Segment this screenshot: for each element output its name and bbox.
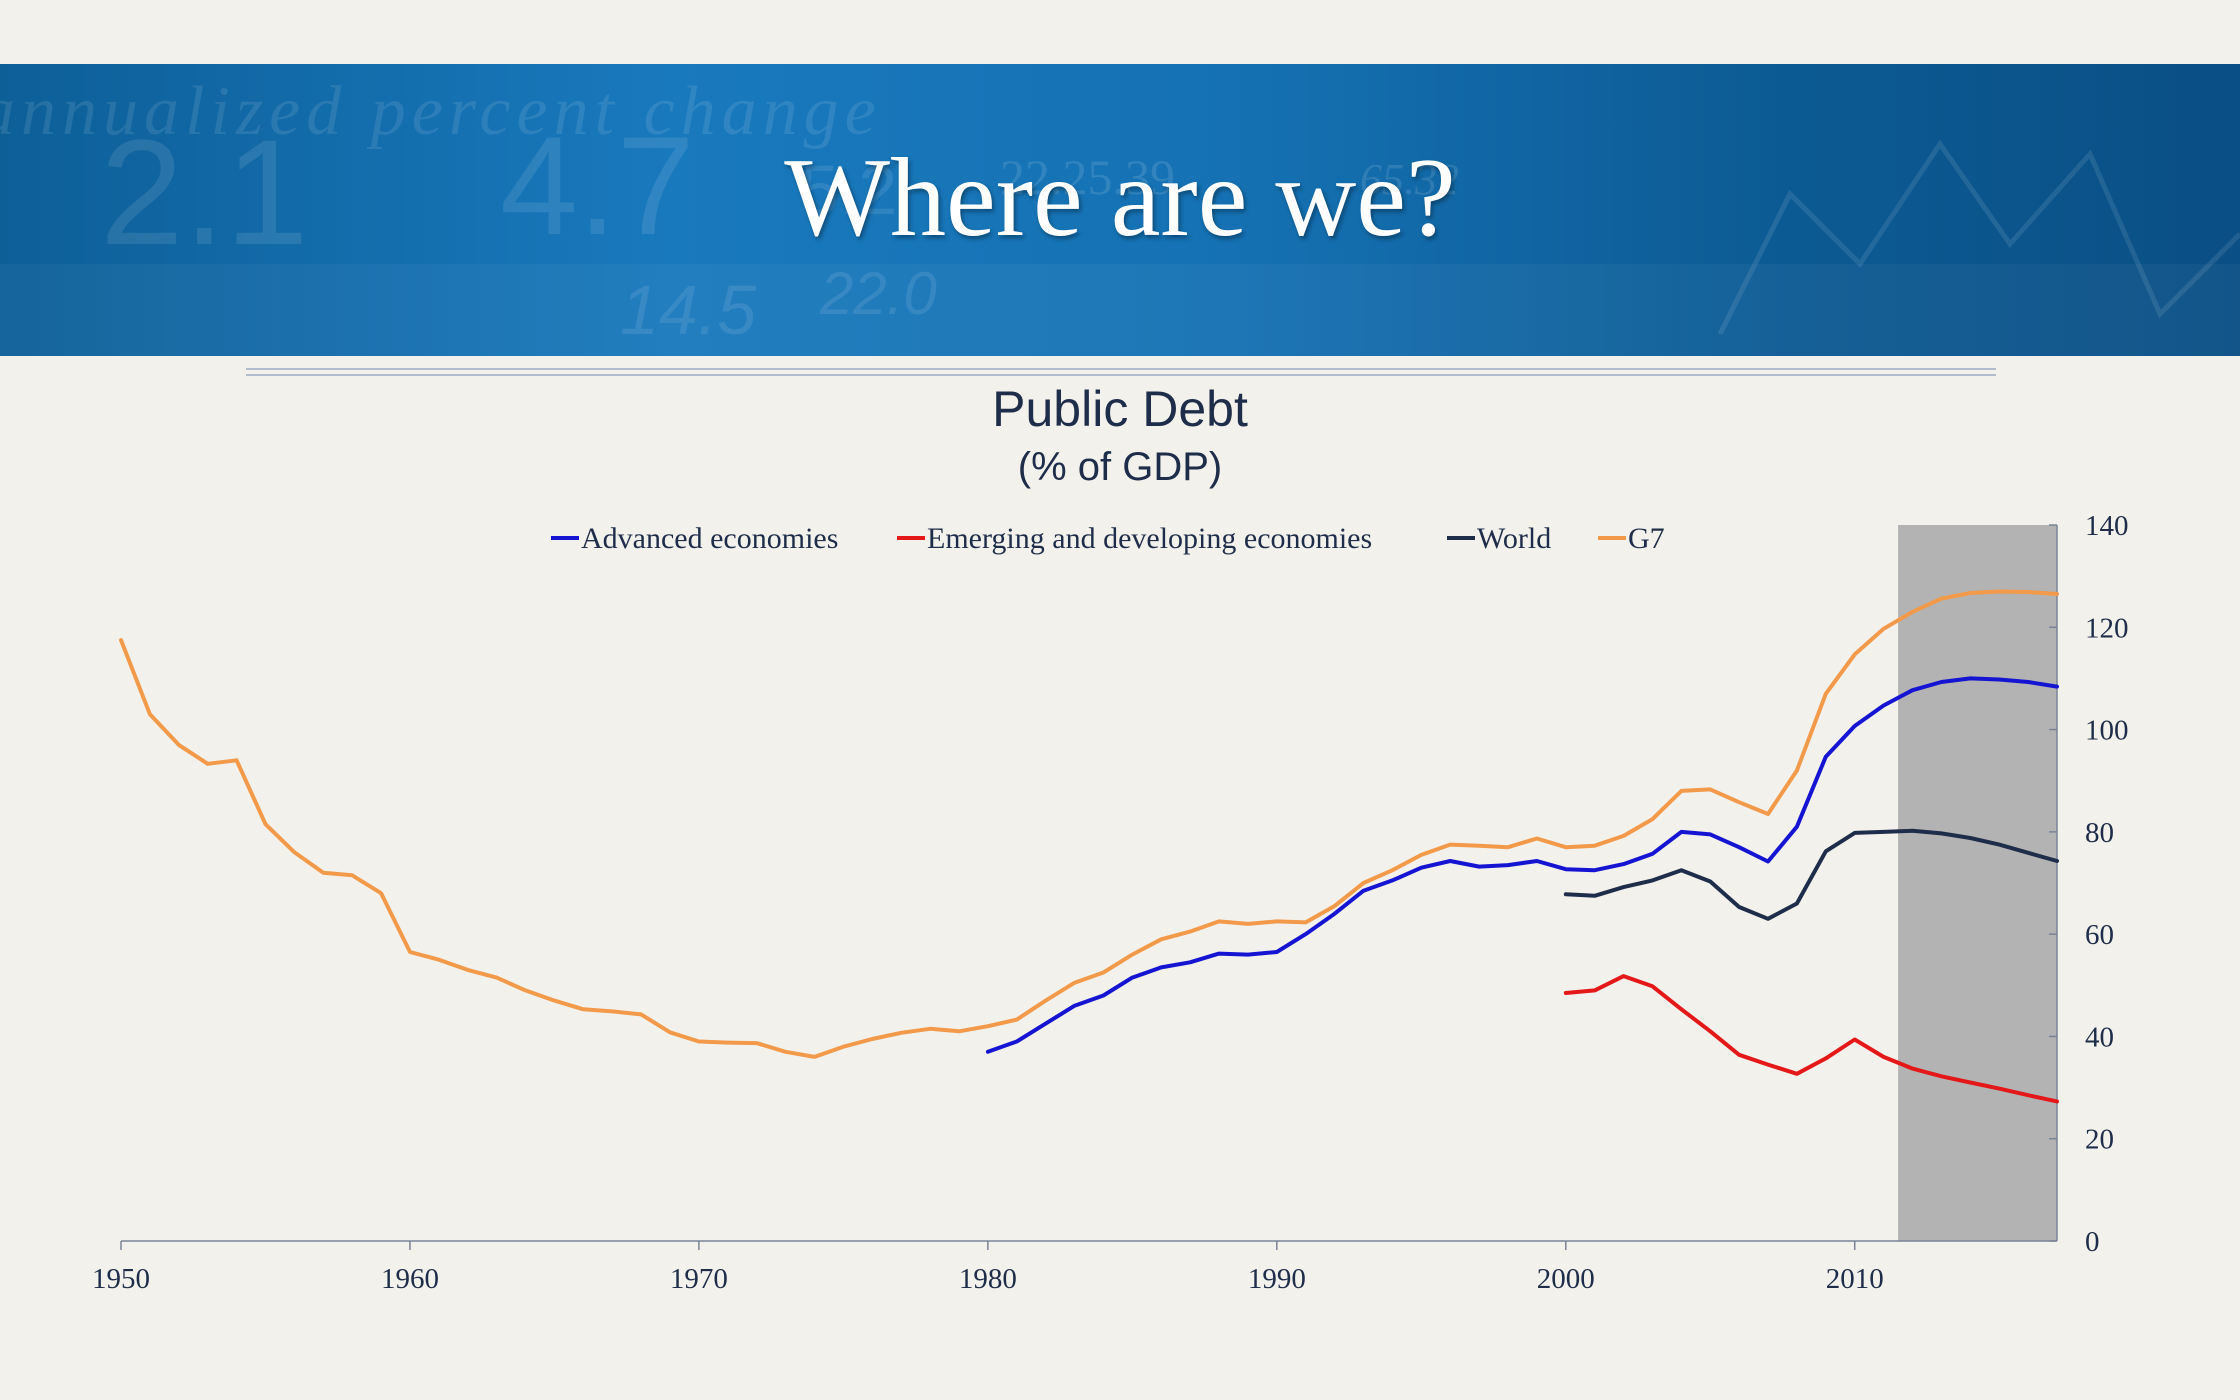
y-tick-label: 120 <box>2085 612 2129 644</box>
banner-bg-words: annualized percent change <box>0 73 882 150</box>
banner-bg-number: 2.1 <box>100 108 309 276</box>
chart-subtitle: (% of GDP) <box>1018 445 1222 489</box>
y-tick-label: 40 <box>2085 1021 2114 1053</box>
banner-bg-number: 65.32 <box>1360 155 1459 204</box>
x-tick-label: 2000 <box>1537 1263 1595 1295</box>
banner-bg-number: 22.0 <box>819 260 937 327</box>
banner-bg-highlight <box>0 264 2240 356</box>
x-tick-label: 1950 <box>92 1263 150 1295</box>
y-tick-label: 0 <box>2085 1226 2100 1258</box>
banner-bg-number: 4.7 <box>500 107 695 264</box>
y-tick-label: 140 <box>2085 510 2129 542</box>
series-line <box>1563 974 2059 1104</box>
shaded-region-rect <box>1898 525 2057 1241</box>
legend-label: Emerging and developing economies <box>927 522 1372 555</box>
series-line <box>985 676 2059 1054</box>
legend-label: World <box>1477 522 1551 555</box>
series-line <box>119 589 2059 1059</box>
chart-series <box>119 589 2059 1104</box>
banner-bg-number: 5.2 <box>800 151 897 229</box>
x-tick-label: 1960 <box>381 1263 439 1295</box>
y-tick-label: 100 <box>2085 715 2129 747</box>
slide-title: Where are we? <box>784 136 1456 260</box>
banner-bg-trend-line <box>1717 139 2240 336</box>
banner-bg-number: 14.5 <box>620 271 757 349</box>
title-banner: annualized percent change 2.1 4.7 5.2 22… <box>0 64 2240 356</box>
x-tick-label: 1990 <box>1248 1263 1306 1295</box>
title-divider-line <box>246 374 1996 376</box>
y-tick-label: 60 <box>2085 919 2114 951</box>
banner-bg-number: 22.25.39 <box>1000 149 1175 205</box>
legend-label: G7 <box>1628 522 1665 555</box>
x-tick-label: 1970 <box>670 1263 728 1295</box>
title-divider-line <box>246 368 1996 370</box>
x-tick-label: 2010 <box>1826 1263 1884 1295</box>
y-tick-label: 20 <box>2085 1124 2114 1156</box>
chart-title: Public Debt <box>992 381 1248 437</box>
y-tick-label: 80 <box>2085 817 2114 849</box>
chart-legend: Advanced economies Emerging and developin… <box>551 522 1665 555</box>
forecast-shaded-region <box>1898 525 2057 1241</box>
legend-label: Advanced economies <box>581 522 838 555</box>
series-line <box>1563 828 2059 921</box>
x-tick-label: 1980 <box>959 1263 1017 1295</box>
banner-background-graphic: annualized percent change 2.1 4.7 5.2 22… <box>0 73 2240 356</box>
chart-axes: 1950 1960 1970 1980 1990 2000 2010 0 20 40 60 80 100… <box>92 510 2129 1295</box>
